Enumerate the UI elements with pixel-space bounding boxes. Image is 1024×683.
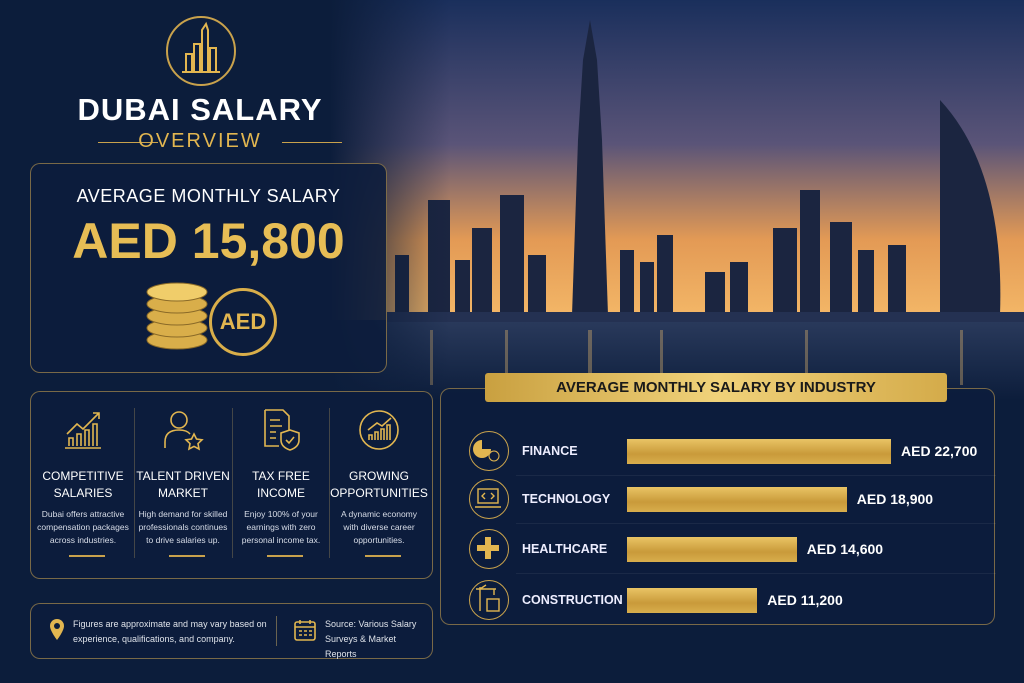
- skyline-icon: [182, 21, 220, 73]
- calendar-icon: [294, 620, 316, 641]
- person-star-icon: [164, 411, 204, 451]
- medical-cross-icon: [469, 529, 509, 569]
- feature-description: Dubai offers attractive compensation pac…: [37, 509, 129, 545]
- bar-value-label: AED 18,900: [856, 491, 934, 507]
- page-title: DUBAI SALARY: [77, 92, 323, 127]
- coins-icon: [146, 282, 208, 350]
- bar-value-label: AED 22,700: [901, 443, 978, 459]
- feature-tax-free-income: TAX FREE INCOME Enjoy 100% of your earnin…: [231, 392, 331, 580]
- feature-title: GROWING: [349, 469, 409, 483]
- average-salary-label: AVERAGE MONTHLY SALARY: [76, 186, 341, 206]
- bar-category-label: HEALTHCARE: [522, 542, 608, 556]
- feature-competitive-salaries: COMPETITIVE SALARIES Dubai offers attract…: [33, 392, 133, 580]
- location-pin-icon: [50, 619, 64, 640]
- page-subtitle: OVERVIEW: [138, 130, 262, 152]
- footer-card: Figures are approximate and may vary bas…: [30, 603, 433, 659]
- source-note: Source: Various Salary Surveys & Market …: [325, 619, 417, 659]
- finance-pie-icon: [469, 431, 509, 471]
- laptop-code-icon: [469, 479, 509, 519]
- logo: [166, 16, 236, 86]
- feature-title: INCOME: [257, 486, 305, 500]
- feature-title: TAX FREE: [252, 469, 310, 483]
- feature-description: Enjoy 100% of your earnings with zero pe…: [241, 509, 321, 545]
- chart-title: AVERAGE MONTHLY SALARY BY INDUSTRY: [485, 373, 947, 402]
- bar-finance: [627, 439, 891, 464]
- bar-value-label: AED 14,600: [806, 541, 884, 557]
- bar-technology: [627, 487, 847, 512]
- growth-chart-icon: [65, 412, 101, 449]
- feature-title: TALENT DRIVEN: [136, 469, 230, 483]
- disclaimer-note: Figures are approximate and may vary bas…: [73, 619, 267, 644]
- features-card: COMPETITIVE SALARIES Dubai offers attract…: [30, 391, 433, 579]
- circle-growth-icon: [359, 410, 399, 450]
- industry-salary-chart: FINANCE AED 22,700 TECHNOLOGY AED 18,900 HEA…: [440, 388, 996, 625]
- divider: [282, 142, 342, 143]
- bar-category-label: CONSTRUCTION: [522, 593, 623, 607]
- bar-category-label: TECHNOLOGY: [522, 492, 611, 506]
- average-salary-card: AVERAGE MONTHLY SALARY AED 15,800 AED: [30, 163, 387, 373]
- average-salary-value: AED 15,800: [72, 213, 345, 269]
- bar-healthcare: [627, 537, 797, 562]
- aed-badge: AED: [209, 288, 277, 356]
- feature-talent-driven-market: TALENT DRIVEN MARKET High demand for skil…: [133, 392, 233, 580]
- feature-description: A dynamic economy with diverse career op…: [340, 509, 418, 545]
- feature-title: COMPETITIVE: [42, 469, 124, 483]
- feature-title: MARKET: [157, 486, 208, 500]
- bar-category-label: FINANCE: [522, 444, 578, 458]
- feature-description: High demand for skilled professionals co…: [138, 509, 228, 545]
- divider: [98, 142, 158, 143]
- bar-construction: [627, 588, 758, 613]
- bar-value-label: AED 11,200: [767, 592, 843, 608]
- feature-growing-opportunities: GROWING OPPORTUNITIES A dynamic economy w…: [329, 392, 429, 580]
- crane-building-icon: [469, 580, 509, 620]
- document-shield-icon: [264, 409, 300, 451]
- feature-title: OPPORTUNITIES: [330, 486, 428, 500]
- feature-title: SALARIES: [53, 486, 113, 500]
